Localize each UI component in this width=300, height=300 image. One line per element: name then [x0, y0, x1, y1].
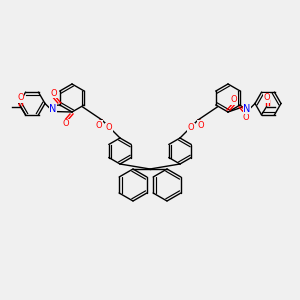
Text: O: O [96, 121, 102, 130]
Text: O: O [188, 124, 194, 133]
Text: O: O [106, 124, 112, 133]
Text: N: N [49, 103, 57, 113]
Text: O: O [198, 121, 204, 130]
Text: O: O [51, 88, 57, 98]
Text: O: O [17, 93, 24, 102]
Text: O: O [263, 93, 270, 102]
Text: N: N [243, 103, 251, 113]
Text: O: O [63, 119, 69, 128]
Text: O: O [243, 112, 249, 122]
Text: O: O [231, 95, 237, 104]
